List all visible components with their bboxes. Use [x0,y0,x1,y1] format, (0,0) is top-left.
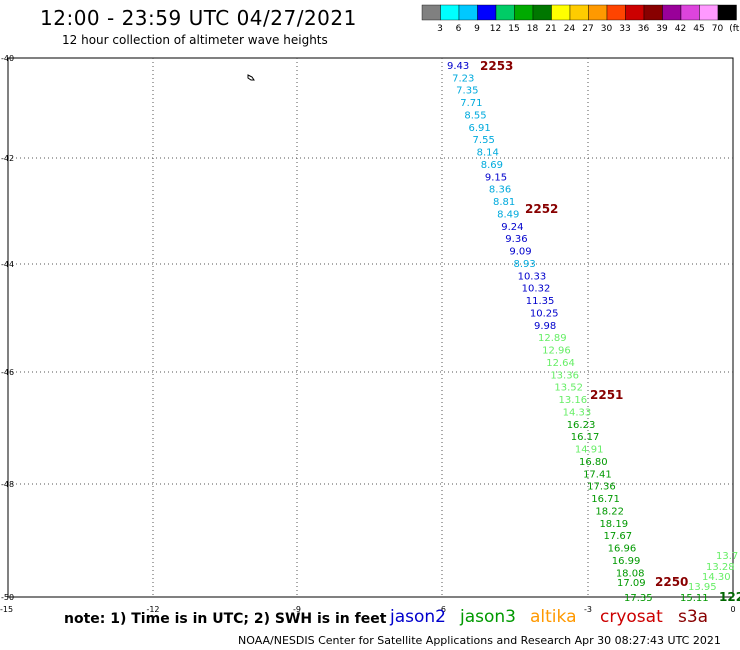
wave-height-label: 18.08 [616,568,645,579]
colorbar-label: 36 [638,24,650,34]
colorbar-label: 39 [656,24,668,34]
colorbar-label: 24 [564,24,576,34]
colorbar-label: (ft) [729,24,740,34]
wave-height-label: 13.52 [554,383,583,394]
legend-jason3: jason3 [460,607,516,627]
wave-height-label: 15.11 [680,593,709,604]
colorbar-label: 18 [527,24,539,34]
pass-time-label: 122 [719,590,740,604]
wave-height-label: 8.55 [464,110,486,121]
legend-s3a: s3a [678,607,709,627]
legend-altika: altika [530,607,577,627]
wave-height-label: 18.22 [595,506,624,517]
note-text: note: 1) Time is in UTC; 2) SWH is in fe… [64,611,387,627]
lon-tick-label: -9 [293,605,301,614]
wave-height-label: 17.35 [624,593,653,604]
legend-cryosat: cryosat [600,607,663,627]
lon-tick-label: -6 [438,605,446,614]
wave-height-label: 10.33 [518,271,547,282]
colorbar-swatch [717,4,737,21]
wave-height-label: 12.96 [542,346,571,357]
colorbar-label: 33 [619,24,630,34]
colorbar-label: 70 [712,24,724,34]
island-outline [247,74,255,81]
lon-tick-label: -15 [0,605,13,614]
lat-tick-label: -42 [1,154,14,163]
wave-height-label: 12.64 [546,358,575,369]
pass-time-label: 2250 [655,575,688,589]
wave-height-label: 8.93 [513,259,535,270]
lat-tick-label: -40 [1,54,14,63]
lat-tick-label: -44 [1,260,14,269]
wave-height-label: 9.36 [505,234,527,245]
lat-tick-label: -46 [1,368,14,377]
lon-tick-label: -12 [146,605,159,614]
wave-height-label: 7.71 [460,98,482,109]
lon-tick-label: 0 [730,605,735,614]
wave-height-label: 13.16 [559,395,588,406]
colorbar-label: 27 [582,24,593,34]
colorbar-label: 6 [456,24,462,34]
wave-height-label: 8.49 [497,209,519,220]
wave-height-label: 16.99 [612,556,641,567]
wave-height-label: 12.89 [538,333,567,344]
wave-height-label: 13.7 [716,551,738,562]
colorbar-label: 45 [693,24,704,34]
wave-height-label: 13.95 [688,582,717,593]
wave-height-label: 16.71 [591,494,620,505]
wave-height-label: 16.23 [567,420,596,431]
wave-height-label: 10.25 [530,308,559,319]
page-title: 12:00 - 23:59 UTC 04/27/2021 [40,6,357,30]
page-subtitle: 12 hour collection of altimeter wave hei… [62,33,328,47]
colorbar-label: 9 [474,24,480,34]
wave-height-label: 13.28 [706,562,735,573]
colorbar-label: 42 [675,24,686,34]
wave-height-label: 8.14 [477,148,499,159]
wave-height-label: 9.09 [509,247,531,258]
wave-height-label: 9.98 [534,321,556,332]
wave-height-label: 8.69 [481,160,503,171]
legend-jason2: jason2 [390,607,446,627]
wave-height-label: 14.91 [575,445,604,456]
wave-height-label: 16.17 [571,432,600,443]
map-plot: -40 -42 -44 -46 -48 -50 -15 -12 -9 -6 -3 0 9.437.23 7… [0,54,740,614]
footer-credit: NOAA/NESDIS Center for Satellite Applica… [238,634,721,647]
wave-height-label: 9.15 [485,172,507,183]
wave-height-label: 10.32 [522,284,551,295]
wave-height-label: 14.30 [702,572,731,583]
wave-height-label: 14.33 [563,407,592,418]
pass-time-label: 2252 [525,202,558,216]
wave-height-label: 8.81 [493,197,515,208]
wave-height-label: 8.36 [489,185,511,196]
pass-time-label: 2253 [480,59,513,73]
map-frame [7,57,734,598]
wave-height-label: 17.67 [604,531,633,542]
wave-height-label: 7.55 [473,135,495,146]
wave-height-label: 16.80 [579,457,608,468]
wave-height-label: 9.24 [501,222,523,233]
wave-height-label: 6.91 [468,123,490,134]
lat-tick-label: -48 [1,480,14,489]
wave-height-label: 17.09 [617,578,646,589]
wave-height-label: 9.43 [447,61,469,72]
pass-time-label: 2251 [590,388,623,402]
colorbar-label: 12 [490,24,501,34]
wave-height-label: 7.23 [452,73,474,84]
wave-height-label: 13.36 [550,370,579,381]
colorbar-label: 3 [437,24,443,34]
wave-height-label: 11.35 [526,296,555,307]
colorbar-label: 30 [601,24,613,34]
lat-tick-label: -50 [1,593,14,602]
wave-height-label: 17.36 [587,482,616,493]
lon-tick-label: -3 [584,605,592,614]
colorbar-label: 21 [545,24,556,34]
wave-height-label: 16.96 [608,544,637,555]
wave-height-label: 18.19 [599,519,628,530]
colorbar-label: 15 [508,24,519,34]
wave-height-label: 17.41 [583,469,612,480]
wave-height-label: 7.35 [456,86,478,97]
